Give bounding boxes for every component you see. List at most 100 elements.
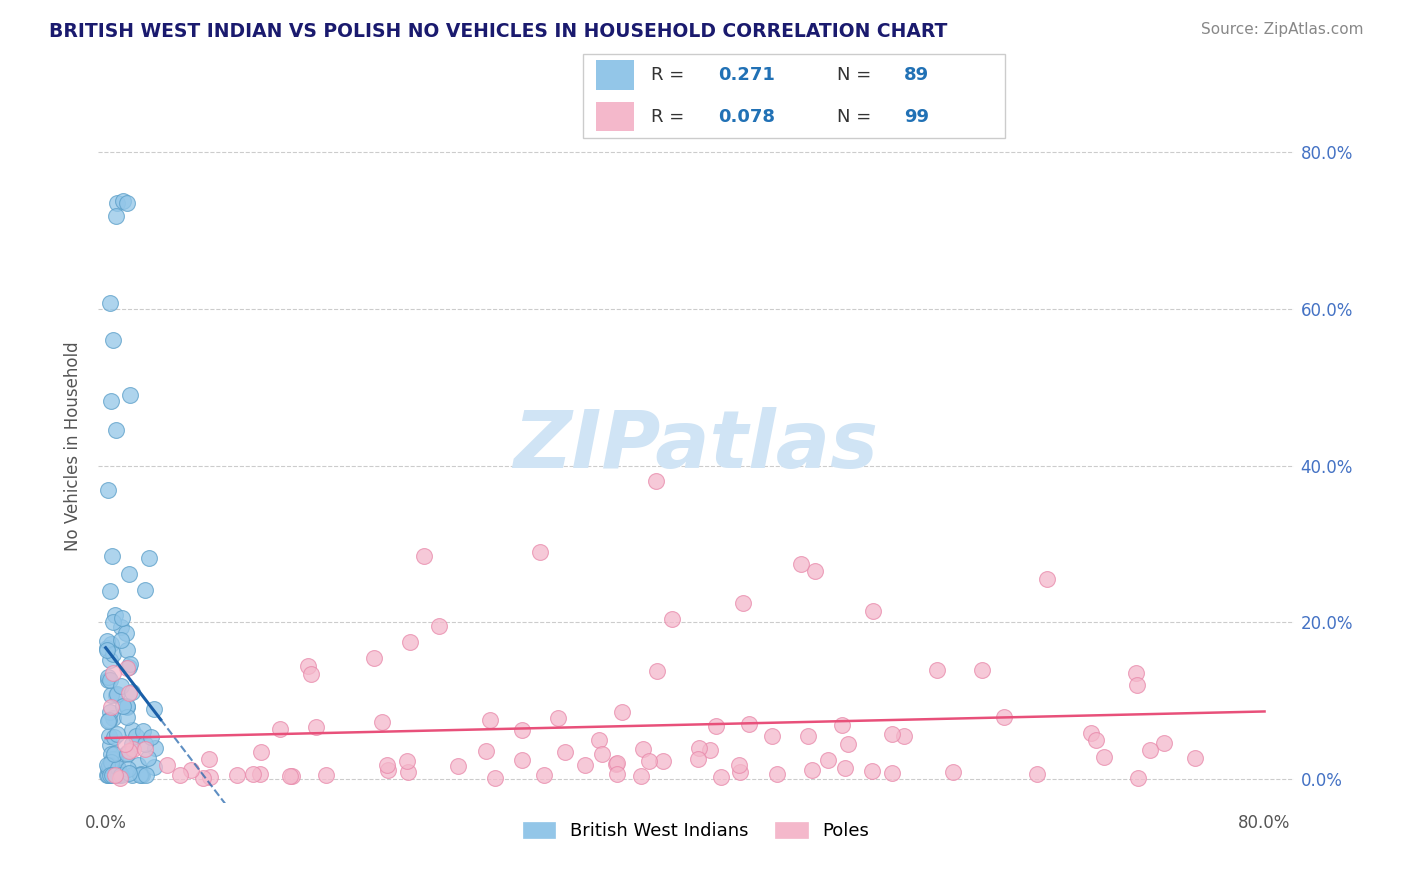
Point (96, 640, 118, 655)
Point (98, 653, 121, 667)
Point (110, 679, 132, 693)
Point (278, 769, 301, 783)
Point (96, 757, 118, 772)
Point (731, 596, 754, 610)
Point (710, 770, 733, 784)
Point (1026, 766, 1049, 780)
Point (121, 684, 143, 698)
Point (118, 567, 141, 582)
Point (110, 768, 132, 782)
Point (101, 768, 124, 782)
Point (377, 763, 399, 777)
Point (1184, 751, 1206, 765)
Point (97, 670, 120, 684)
Point (510, 723, 533, 738)
Point (1153, 736, 1175, 750)
Point (118, 660, 141, 674)
Text: R =: R = (651, 108, 685, 126)
Point (661, 612, 683, 626)
Point (97, 714, 120, 728)
Point (606, 767, 628, 781)
Point (478, 713, 501, 727)
Point (115, 626, 138, 640)
Point (630, 769, 652, 783)
Point (447, 759, 470, 773)
Point (100, 637, 122, 651)
Point (115, 661, 138, 675)
Point (834, 761, 856, 775)
Point (139, 730, 162, 744)
Point (704, 719, 727, 733)
Text: N =: N = (837, 108, 870, 126)
Point (1128, 771, 1150, 785)
Point (143, 759, 166, 773)
Point (118, 766, 141, 780)
Point (96, 768, 118, 782)
Point (198, 770, 221, 784)
Point (115, 747, 138, 761)
Point (103, 747, 125, 762)
Point (533, 768, 555, 782)
Point (115, 643, 138, 657)
Point (100, 747, 122, 761)
Point (796, 730, 818, 744)
Point (103, 730, 125, 744)
Point (121, 737, 143, 751)
Point (125, 729, 148, 743)
Point (118, 388, 141, 402)
Point (97, 768, 120, 782)
Point (96, 634, 118, 648)
Point (134, 737, 156, 751)
Point (801, 763, 824, 777)
Point (100, 755, 122, 769)
Point (129, 768, 152, 782)
Point (98, 757, 121, 772)
Point (605, 757, 627, 772)
Point (121, 768, 143, 782)
Y-axis label: No Vehicles in Household: No Vehicles in Household (65, 341, 83, 551)
Point (831, 718, 853, 732)
Point (1085, 732, 1108, 747)
Point (305, 720, 328, 734)
Point (104, 767, 127, 781)
Point (107, 762, 129, 776)
Point (765, 767, 787, 781)
Point (101, 711, 124, 725)
Point (115, 698, 138, 713)
Point (134, 582, 156, 597)
Point (880, 727, 903, 741)
Point (371, 714, 394, 729)
Point (101, 666, 124, 681)
Point (97, 483, 120, 497)
Point (101, 647, 124, 661)
Point (1080, 726, 1102, 740)
Point (315, 768, 337, 782)
Point (100, 752, 122, 766)
Point (363, 650, 385, 665)
Point (104, 209, 127, 223)
Point (993, 710, 1015, 724)
Point (427, 619, 450, 633)
Point (191, 771, 214, 785)
Point (105, 726, 128, 740)
Text: N =: N = (837, 66, 870, 84)
Point (143, 740, 166, 755)
Point (1092, 749, 1115, 764)
Point (1125, 665, 1147, 680)
Point (100, 688, 122, 702)
Point (396, 764, 419, 779)
Point (138, 550, 160, 565)
Point (98, 673, 121, 687)
Text: ZIPatlas: ZIPatlas (513, 407, 879, 485)
Point (121, 742, 143, 756)
Point (117, 762, 139, 776)
Point (97, 729, 120, 743)
Point (108, 771, 131, 785)
Point (226, 768, 249, 782)
Point (893, 730, 915, 744)
Point (475, 744, 498, 758)
Point (610, 705, 633, 719)
Point (105, 195, 128, 210)
Point (688, 741, 710, 756)
Point (98, 584, 121, 599)
